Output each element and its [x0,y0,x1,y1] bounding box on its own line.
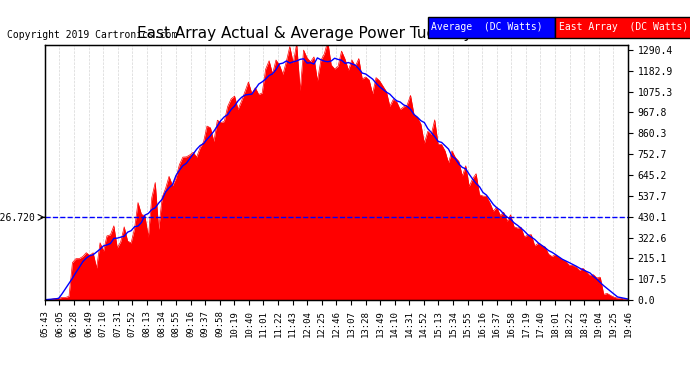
Title: East Array Actual & Average Power Tue May 7 20:01: East Array Actual & Average Power Tue Ma… [137,26,535,41]
Text: Copyright 2019 Cartronics.com: Copyright 2019 Cartronics.com [7,30,177,39]
Text: Average  (DC Watts): Average (DC Watts) [431,22,543,32]
Text: East Array  (DC Watts): East Array (DC Watts) [559,22,688,32]
